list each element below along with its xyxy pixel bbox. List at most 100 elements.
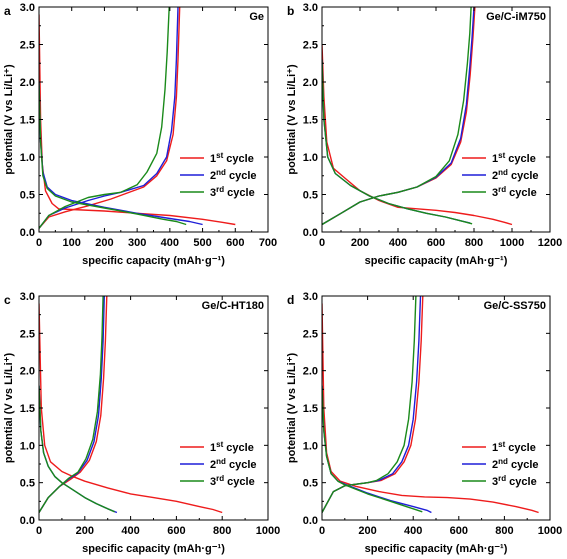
y-tick-label: 2.5 xyxy=(20,328,35,340)
series-line-3-charge xyxy=(322,296,417,513)
series-line-1-discharge xyxy=(39,14,236,226)
legend-label-3: 3rd cycle xyxy=(492,185,537,199)
legend-label-2: 2nd cycle xyxy=(210,168,257,182)
y-tick-label: 1.5 xyxy=(20,115,35,127)
series-line-3-charge xyxy=(39,296,104,513)
panel-a: 0 100 200 300 400 500 600 700 0.0 0.5 1.0 1.5 2.0 2.5… xyxy=(3,2,277,267)
x-tick-label: 400 xyxy=(161,237,179,249)
sample-name: Ge/C-SS750 xyxy=(484,300,546,312)
x-tick-label: 700 xyxy=(259,237,277,249)
series-line-1-discharge xyxy=(322,303,539,514)
y-tick-label: 2.0 xyxy=(303,366,318,378)
x-tick-label: 200 xyxy=(358,525,376,537)
panel-c: 0 200 400 600 800 1000 0.0 0.5 1.0 1.5 2.0 2.5 3.0 sp… xyxy=(3,291,280,555)
x-tick-label: 200 xyxy=(351,237,369,249)
legend-label-1: 1st cycle xyxy=(210,440,254,454)
series-line-3-discharge xyxy=(322,385,423,513)
x-tick-label: 0 xyxy=(319,525,325,537)
x-axis-label: specific capacity (mAh·g⁻¹) xyxy=(82,543,225,555)
x-tick-label: 800 xyxy=(495,525,513,537)
series-line-3-discharge xyxy=(322,59,473,225)
series-lines xyxy=(322,7,513,226)
y-axis-label: potential (V vs Li/Li⁺) xyxy=(286,64,298,175)
x-axis-label: specific capacity (mAh·g⁻¹) xyxy=(82,255,225,267)
sample-name: Ge/C-HT180 xyxy=(202,300,264,312)
panel-letter: c xyxy=(4,293,11,307)
x-tick-label: 0 xyxy=(36,525,42,537)
x-tick-label: 400 xyxy=(121,525,139,537)
series-line-3-charge xyxy=(322,7,472,226)
y-axis-label: potential (V vs Li/Li⁺) xyxy=(3,353,15,464)
sample-name: Ge xyxy=(249,11,264,23)
x-tick-label: 400 xyxy=(389,237,407,249)
series-line-3-discharge xyxy=(39,385,115,513)
legend-label-3: 3rd cycle xyxy=(210,185,255,199)
legend-label-1: 1st cycle xyxy=(210,151,254,165)
y-tick-label: 1.0 xyxy=(303,152,318,164)
y-tick-label: 0.5 xyxy=(20,478,35,490)
x-tick-label: 200 xyxy=(95,237,113,249)
series-line-2-charge xyxy=(39,296,105,513)
x-tick-label: 600 xyxy=(167,525,185,537)
y-tick-label: 3.0 xyxy=(303,291,318,303)
x-tick-label: 800 xyxy=(465,237,483,249)
y-tick-label: 2.0 xyxy=(20,366,35,378)
y-tick-label: 0.5 xyxy=(20,190,35,202)
panel-letter: b xyxy=(287,4,294,18)
x-tick-label: 1000 xyxy=(500,237,524,249)
y-tick-label: 1.5 xyxy=(20,403,35,415)
x-tick-label: 100 xyxy=(63,237,81,249)
legend-label-2: 2nd cycle xyxy=(492,168,539,182)
series-line-2-discharge xyxy=(39,81,203,226)
x-tick-label: 1000 xyxy=(256,525,280,537)
series-lines xyxy=(39,296,223,514)
y-tick-label: 0.0 xyxy=(20,227,35,239)
x-tick-label: 600 xyxy=(226,237,244,249)
legend-label-2: 2nd cycle xyxy=(210,457,257,471)
series-line-1-charge xyxy=(39,296,108,513)
series-line-3-discharge xyxy=(39,81,187,226)
series-line-2-discharge xyxy=(322,59,471,224)
y-tick-label: 1.5 xyxy=(303,403,318,415)
legend-label-1: 1st cycle xyxy=(492,151,536,165)
series-line-3-charge xyxy=(39,7,170,229)
y-tick-label: 0.5 xyxy=(303,190,318,202)
x-tick-label: 300 xyxy=(128,237,146,249)
y-axis-label: potential (V vs Li/Li⁺) xyxy=(286,353,298,464)
y-tick-label: 2.5 xyxy=(303,40,318,52)
y-tick-label: 3.0 xyxy=(20,2,35,14)
panel-b: 0 200 400 600 800 1000 1200 0.0 0.5 1.0 1.5 2.0 2.5 3… xyxy=(286,2,562,267)
legend-label-2: 2nd cycle xyxy=(492,457,539,471)
series-line-2-charge xyxy=(39,7,179,229)
y-tick-label: 1.5 xyxy=(303,115,318,127)
y-tick-label: 2.5 xyxy=(20,40,35,52)
series-line-1-charge xyxy=(39,7,181,229)
x-tick-label: 800 xyxy=(213,525,231,537)
y-tick-label: 1.0 xyxy=(20,440,35,452)
x-axis-label: specific capacity (mAh·g⁻¹) xyxy=(365,255,508,267)
panel-letter: a xyxy=(4,4,11,18)
series-lines xyxy=(322,296,539,514)
x-tick-label: 400 xyxy=(404,525,422,537)
y-tick-label: 3.0 xyxy=(303,2,318,14)
x-tick-label: 0 xyxy=(36,237,42,249)
y-tick-label: 0.5 xyxy=(303,478,318,490)
legend-label-3: 3rd cycle xyxy=(210,474,255,488)
series-line-1-discharge xyxy=(322,44,513,226)
x-tick-label: 1200 xyxy=(538,237,562,249)
x-tick-label: 200 xyxy=(76,525,94,537)
series-line-1-discharge xyxy=(39,303,223,514)
x-tick-label: 600 xyxy=(450,525,468,537)
y-tick-label: 3.0 xyxy=(20,291,35,303)
y-tick-label: 1.0 xyxy=(303,440,318,452)
y-tick-label: 2.5 xyxy=(303,328,318,340)
y-tick-label: 1.0 xyxy=(20,152,35,164)
y-tick-label: 2.0 xyxy=(20,77,35,89)
x-tick-label: 600 xyxy=(427,237,445,249)
x-tick-label: 500 xyxy=(193,237,211,249)
x-tick-label: 1000 xyxy=(538,525,562,537)
sample-name: Ge/C-iM750 xyxy=(486,11,546,23)
panel-d: 0 200 400 600 800 1000 0.0 0.5 1.0 1.5 2.0 2.5 3.0 sp… xyxy=(286,291,562,555)
y-tick-label: 0.0 xyxy=(303,515,318,527)
